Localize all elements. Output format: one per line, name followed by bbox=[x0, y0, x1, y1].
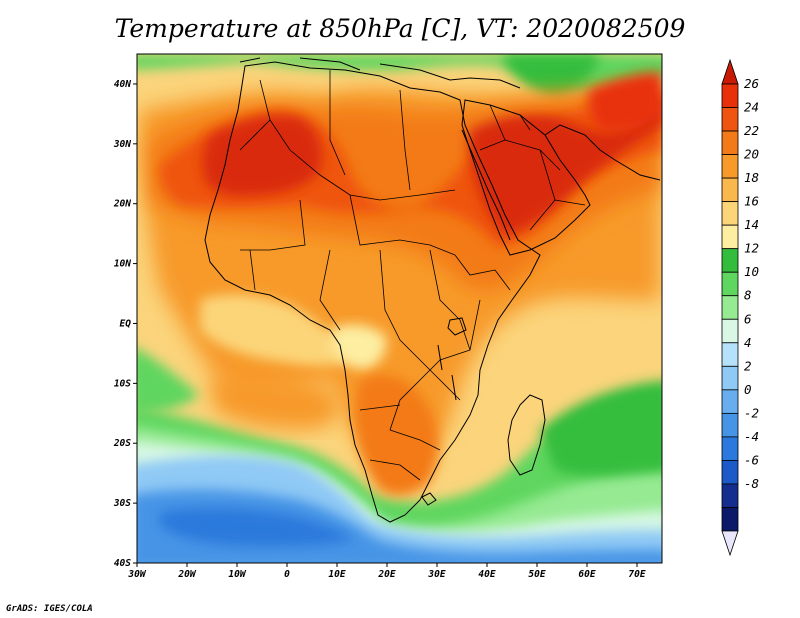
lesotho bbox=[421, 492, 437, 506]
colorbar-level-label: 8 bbox=[744, 288, 752, 303]
colorbar-level-label: -6 bbox=[744, 452, 759, 467]
border-north-africa bbox=[239, 70, 511, 481]
lon-tick-label: 30E bbox=[427, 569, 445, 580]
lat-tick-label: 10N bbox=[114, 259, 131, 270]
field-indian-green bbox=[540, 380, 662, 476]
field-iran-core bbox=[588, 72, 662, 132]
lon-tick-label: 50E bbox=[528, 569, 545, 580]
lat-tick-label: EQ bbox=[120, 318, 132, 329]
field-atlantic-warm bbox=[210, 375, 339, 430]
colorbar-level-label: 24 bbox=[744, 100, 759, 115]
colorbar-swatch bbox=[721, 436, 739, 461]
colorbar-level-label: 12 bbox=[744, 241, 759, 256]
colorbar-level-label: 14 bbox=[744, 217, 759, 232]
field-arabia-core bbox=[468, 90, 662, 235]
lake-malawi bbox=[451, 374, 457, 401]
colorbar-swatch bbox=[721, 224, 739, 250]
lon-tick-label: 10W bbox=[228, 569, 246, 580]
red-sea-line bbox=[461, 129, 511, 241]
lat-tick-label: 40N bbox=[114, 79, 131, 90]
plot-frame bbox=[136, 53, 663, 564]
lake-tanganyika bbox=[437, 344, 443, 371]
latitude-axis: 40N 30N 20N 10N EQ 10S 20S 30S 40S bbox=[113, 79, 137, 569]
lat-tick-label: 20S bbox=[113, 438, 131, 449]
lat-tick-label: 10S bbox=[114, 378, 131, 389]
colorbar-swatch bbox=[721, 248, 739, 273]
colorbar-swatch bbox=[721, 201, 739, 226]
colorbar-level-label: 4 bbox=[744, 335, 752, 350]
lon-tick-label: 0 bbox=[284, 569, 290, 580]
colorbar-level-label: 2 bbox=[744, 358, 752, 373]
colorbar-level-label: -4 bbox=[744, 429, 759, 444]
colorbar-level-label: 18 bbox=[744, 170, 759, 185]
colorbar-level-label: 0 bbox=[744, 382, 752, 397]
colorbar-level-label: 10 bbox=[744, 264, 759, 279]
colorbar-level-label: -8 bbox=[744, 476, 759, 491]
arabia-borders bbox=[479, 104, 586, 231]
coastline-outlines bbox=[204, 57, 661, 523]
colorbar-level-label: 26 bbox=[744, 76, 759, 91]
lon-tick-label: 60E bbox=[578, 569, 595, 580]
colorbar-swatch bbox=[721, 318, 739, 344]
lon-tick-label: 10E bbox=[328, 569, 345, 580]
lake-victoria bbox=[447, 317, 467, 336]
field-atlantic-cool bbox=[137, 348, 200, 415]
lat-tick-label: 30N bbox=[113, 139, 131, 150]
madagascar-coastline bbox=[507, 394, 546, 476]
colorbar-swatch bbox=[721, 342, 739, 367]
colorbar-swatch bbox=[721, 460, 739, 485]
mediterranean-north-coast bbox=[239, 57, 521, 89]
iran-coastline bbox=[544, 124, 661, 181]
temperature-field bbox=[137, 54, 662, 563]
field-central-18 bbox=[200, 294, 350, 366]
lon-tick-label: 20W bbox=[177, 569, 196, 580]
colorbar-swatch bbox=[721, 389, 739, 414]
longitude-axis: 30W 20W 10W 0 10E 20E 30E 40E 50E 60E 70E bbox=[127, 563, 646, 580]
lat-tick-label: 20N bbox=[113, 199, 131, 210]
lon-tick-label: 40E bbox=[478, 569, 495, 580]
colorbar-swatch bbox=[721, 483, 739, 508]
africa-coastline bbox=[204, 61, 541, 523]
colorbar-top-arrow bbox=[721, 58, 739, 85]
lon-tick-label: 30W bbox=[127, 569, 146, 580]
colorbar-level-label: 6 bbox=[744, 311, 752, 326]
colorbar-level-label: 16 bbox=[744, 194, 759, 209]
colorbar-level-label: 22 bbox=[744, 123, 759, 138]
colorbar-swatch bbox=[721, 295, 739, 320]
grads-credit: GrADS: IGES/COLA bbox=[6, 604, 93, 614]
lat-tick-label: 30S bbox=[113, 498, 131, 509]
field-sahara-core bbox=[202, 115, 322, 197]
colorbar-swatch bbox=[721, 271, 739, 297]
field-south-interior bbox=[355, 375, 439, 496]
colorbar-swatch bbox=[721, 154, 739, 179]
colorbar-swatch bbox=[721, 107, 739, 132]
lon-tick-label: 20E bbox=[377, 569, 395, 580]
colorbar-swatch bbox=[721, 83, 739, 108]
colorbar-level-label: 20 bbox=[744, 147, 759, 162]
lon-tick-label: 70E bbox=[628, 569, 645, 580]
colorbar-swatch bbox=[721, 507, 739, 532]
colorbar-level-label: -2 bbox=[744, 405, 759, 420]
colorbar-swatch bbox=[721, 412, 739, 438]
colorbar-bottom-arrow bbox=[721, 530, 739, 557]
lat-tick-label: 40S bbox=[114, 558, 131, 569]
field-congo-cool bbox=[330, 324, 387, 370]
colorbar-swatch bbox=[721, 177, 739, 203]
arabia-coastline bbox=[461, 99, 591, 256]
field-south-dark bbox=[160, 508, 355, 547]
colorbar-swatch bbox=[721, 130, 739, 155]
map-title: Temperature at 850hPa [C], VT: 202008250… bbox=[114, 14, 686, 43]
colorbar-swatch bbox=[721, 365, 739, 391]
field-north-green-2 bbox=[505, 54, 600, 100]
